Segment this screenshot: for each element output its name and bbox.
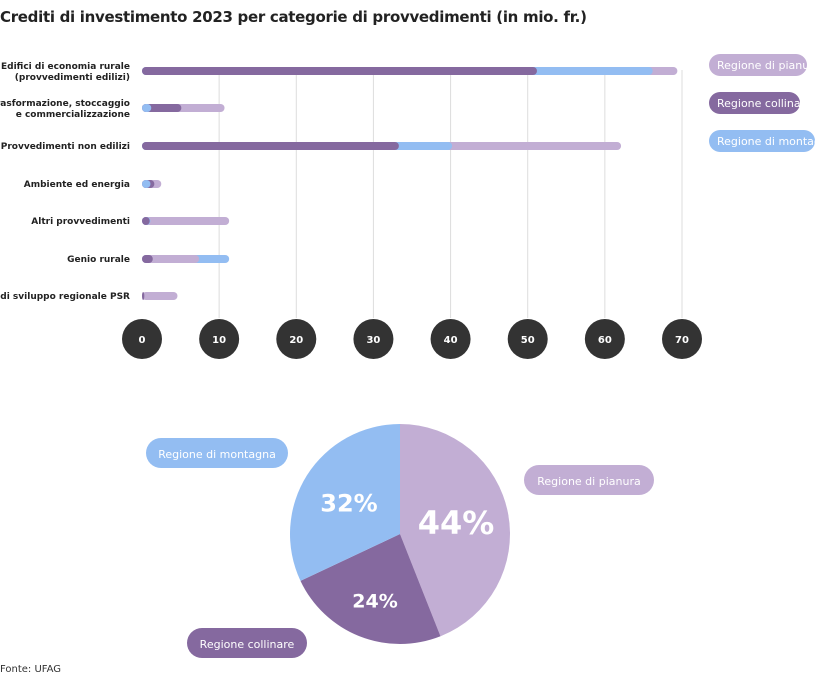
- tick-bubble: [353, 319, 394, 359]
- category-label: Genio rurale: [67, 255, 130, 265]
- category-label: Provvedimenti non edilizi: [1, 142, 130, 152]
- source-note: Fonte: UFAG: [0, 664, 62, 675]
- chart-title: Crediti di investimento 2023 per categor…: [0, 8, 587, 26]
- bar-segment: [142, 217, 230, 225]
- bar-segment: [142, 104, 182, 112]
- slice-label: 44%: [418, 504, 495, 542]
- legend-label: Regione collinare: [717, 97, 812, 110]
- bar-segment: [142, 292, 178, 300]
- tick-bubble: [430, 319, 471, 359]
- tick-label: 10: [212, 335, 226, 346]
- tick-label: 20: [289, 335, 303, 346]
- bar-segment: [142, 217, 150, 225]
- tick-label: 70: [675, 335, 689, 346]
- pie-slice: [290, 424, 400, 581]
- tick-bubble: [276, 319, 317, 359]
- category-label: Altri provvedimenti: [31, 217, 130, 227]
- bar-segment: [142, 292, 145, 300]
- category-label: e commercializzazione: [16, 110, 130, 120]
- legend-label: Regione di montagna: [717, 135, 835, 148]
- pie-legend-label: Regione di montagna: [158, 448, 276, 461]
- legend-item: [709, 54, 807, 76]
- pie-legend-label: Regione di pianura: [537, 475, 640, 488]
- pie-legend-item: [146, 438, 288, 468]
- category-label: (provvedimenti edilizi): [15, 73, 130, 83]
- bar-segment: [142, 255, 200, 263]
- slice-label: 24%: [352, 591, 397, 613]
- category-label: Trasformazione, stoccaggio: [0, 99, 130, 109]
- category-label: Progetti di sviluppo regionale PSR: [0, 292, 130, 302]
- legend-item: [709, 92, 800, 114]
- tick-label: 40: [444, 335, 458, 346]
- pie-legend-label: Regione collinare: [200, 638, 295, 651]
- tick-label: 0: [139, 335, 146, 346]
- legend-label: Regione di pianura: [717, 59, 820, 72]
- bar-segment: [142, 180, 151, 188]
- pie-slice: [400, 424, 511, 637]
- category-label: Ambiente ed energia: [24, 180, 130, 190]
- pie-legend-item: [524, 465, 654, 495]
- bar-segment: [142, 104, 152, 112]
- slice-label: 32%: [320, 489, 377, 517]
- tick-bubble: [122, 319, 162, 359]
- category-label: Edifici di economia rurale: [1, 62, 130, 72]
- tick-label: 30: [366, 335, 380, 346]
- tick-label: 60: [598, 335, 612, 346]
- pie-legend-item: [187, 628, 307, 658]
- pie-slice: [300, 534, 441, 644]
- tick-bubble: [662, 319, 702, 359]
- bar-segment: [142, 67, 537, 75]
- tick-bubble: [507, 319, 548, 359]
- bar-segment: [142, 142, 399, 150]
- tick-bubble: [199, 319, 240, 359]
- bar-segment: [142, 255, 153, 263]
- legend-item: [709, 130, 815, 152]
- tick-label: 50: [521, 335, 535, 346]
- tick-bubble: [584, 319, 625, 359]
